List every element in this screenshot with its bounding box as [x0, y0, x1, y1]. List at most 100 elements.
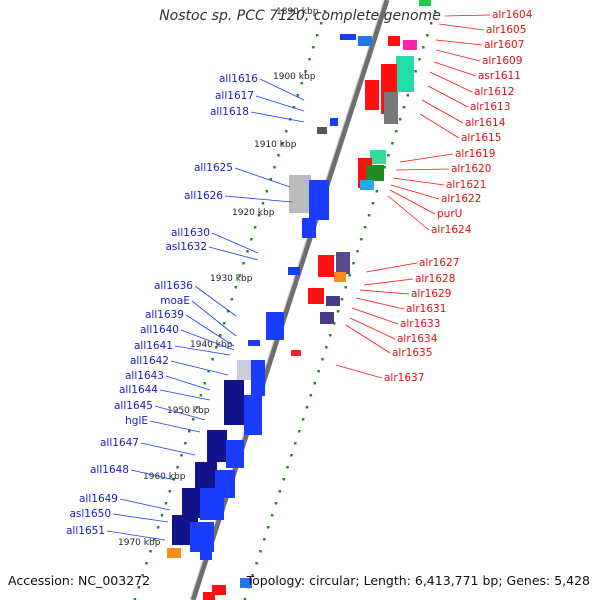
tick-dot	[137, 586, 140, 589]
tick-dot	[286, 466, 289, 469]
tick-dot	[391, 142, 394, 145]
gene-block	[403, 40, 417, 50]
leader-line	[435, 39, 483, 46]
gene-block	[240, 578, 252, 588]
right-gene-label: alr1629	[411, 288, 451, 300]
leader-line	[149, 420, 201, 433]
scale-labels: 1890 kbp 1900 kbp 1910 kbp 1920 kbp 1930 kbp…	[118, 7, 319, 548]
scale-label: 1950 kbp	[167, 406, 210, 416]
left-gene-label: all1639	[145, 309, 184, 321]
leader-line	[211, 232, 259, 254]
tick-dot	[336, 310, 340, 313]
leader-line	[335, 364, 383, 379]
left-gene-label: all1625	[194, 162, 233, 174]
scale-label: 1910 kbp	[254, 140, 297, 150]
tick-dot	[234, 286, 237, 289]
tick-dot	[371, 202, 375, 205]
tick-dot	[323, 10, 327, 13]
tick-dot	[298, 430, 301, 433]
gene-block	[200, 548, 212, 560]
gene-block	[340, 34, 356, 40]
tick-dot	[429, 22, 433, 25]
tick-dot	[133, 598, 137, 600]
gene-block	[388, 36, 400, 46]
right-gene-label: alr1609	[482, 55, 522, 67]
tick-dot	[304, 70, 307, 73]
leader-line	[433, 61, 477, 77]
gene-block	[309, 180, 329, 220]
tick-dot	[418, 58, 421, 61]
left-gene-label: all1651	[66, 525, 105, 537]
gene-block	[366, 165, 384, 181]
scale-label: 1920 kbp	[232, 208, 275, 218]
tick-dot	[246, 250, 249, 253]
leader-line	[363, 278, 414, 286]
leader-line	[106, 530, 166, 541]
right-gene-label: alr1628	[415, 273, 455, 285]
leader-line	[390, 184, 440, 200]
gene-block	[365, 80, 379, 110]
tick-dot	[253, 226, 257, 229]
leader-line	[224, 195, 293, 203]
gene-block	[396, 56, 414, 92]
tick-dot	[422, 46, 425, 49]
tick-dot	[251, 574, 254, 577]
tick-dot	[149, 550, 152, 553]
right-gene-label: alr1633	[400, 318, 440, 330]
tick-dot	[308, 58, 311, 61]
left-gene-label: all1630	[171, 227, 210, 239]
gene-block	[200, 488, 224, 520]
gene-block	[167, 548, 181, 558]
leader-line	[387, 195, 430, 231]
left-gene-label: all1649	[79, 493, 118, 505]
tick-dot	[375, 190, 379, 193]
leader-line	[359, 289, 410, 295]
left-gene-label: all1648	[90, 464, 129, 476]
scale-label: 1930 kbp	[210, 274, 253, 284]
tick-dot	[414, 70, 417, 73]
tick-dot	[296, 94, 300, 97]
tick-dot	[180, 454, 183, 457]
tick-dot	[294, 442, 297, 445]
gene-block	[358, 36, 372, 46]
tick-dot	[238, 274, 241, 277]
leader-line	[429, 71, 473, 93]
tick-dot	[285, 130, 288, 133]
tick-dot	[332, 322, 336, 325]
tick-dot	[207, 370, 210, 373]
tick-dot	[348, 274, 351, 277]
gene-block	[308, 288, 324, 304]
genome-backbone	[190, 0, 390, 600]
tick-dot	[141, 574, 144, 577]
gene-block	[212, 585, 226, 595]
left-gene-label: all1642	[130, 355, 169, 367]
tick-dot	[219, 334, 222, 337]
scale-label: 1940 kbp	[190, 340, 233, 350]
tick-dot	[319, 22, 323, 25]
leader-line	[345, 324, 391, 354]
tick-dot	[360, 238, 363, 241]
right-gene-label: alr1615	[461, 132, 501, 144]
tick-dot	[191, 418, 195, 421]
leader-line	[154, 405, 206, 421]
gene-block	[251, 360, 265, 396]
tick-dot	[344, 286, 347, 289]
tick-dot	[184, 442, 187, 445]
right-gene-label: alr1637	[384, 372, 424, 384]
leader-line	[351, 307, 399, 325]
leader-line	[389, 189, 436, 215]
tick-dot	[269, 178, 272, 181]
left-gene-label: all1647	[100, 437, 139, 449]
leader-line	[419, 113, 460, 139]
leader-line	[119, 498, 171, 511]
leader-line	[355, 297, 405, 310]
gene-block	[266, 312, 284, 340]
tick-dot	[250, 238, 253, 241]
right-gene-label: alr1634	[397, 333, 438, 345]
right-gene-label: alr1620	[451, 163, 491, 175]
tick-dot	[325, 346, 328, 349]
leader-line	[180, 329, 235, 351]
tick-dot	[153, 538, 156, 541]
tick-dot	[317, 370, 320, 373]
